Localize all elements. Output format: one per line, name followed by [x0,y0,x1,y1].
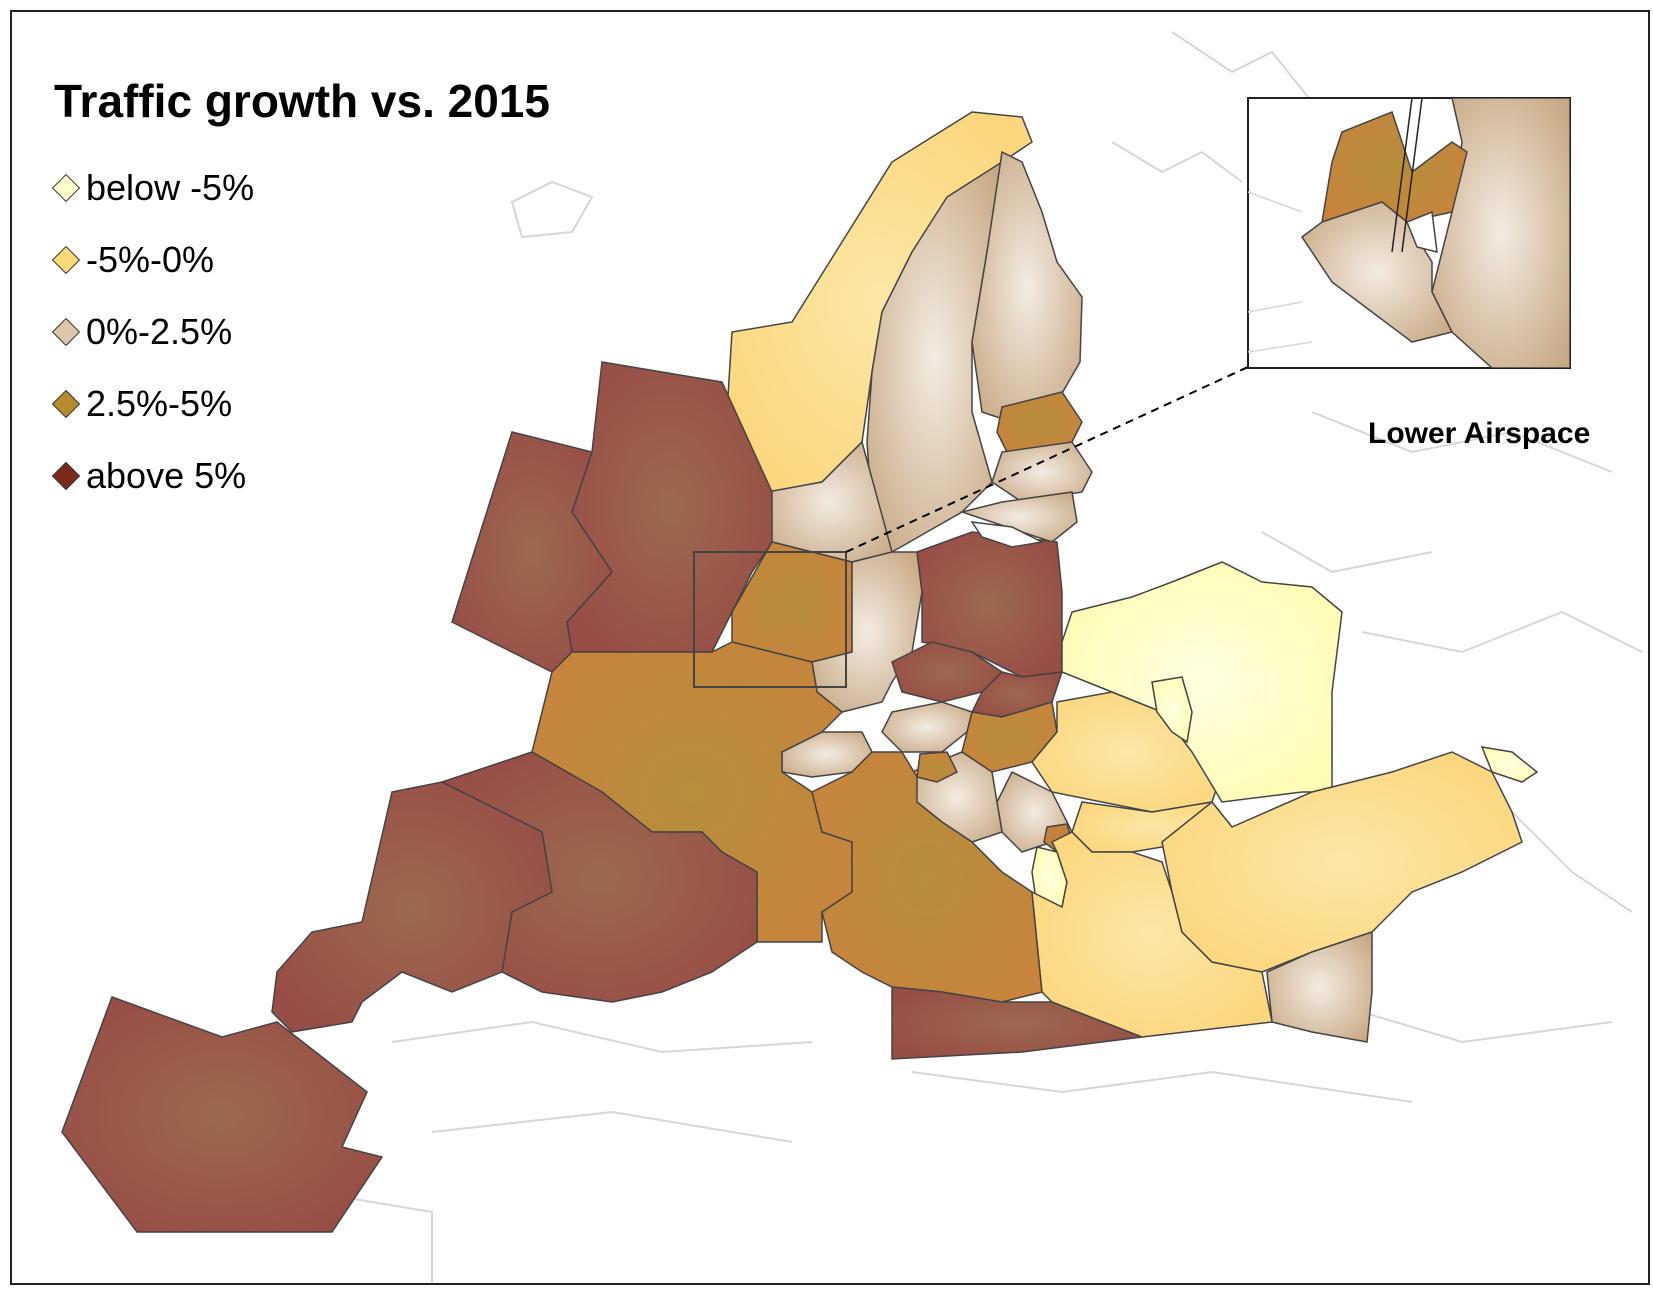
region-ireland [451,431,613,673]
region-norway [726,111,1033,493]
diamond-icon [51,317,81,347]
zoom-box [693,551,847,688]
legend-label: above 5% [86,455,247,496]
legend-item-above-5: above 5% [50,440,254,512]
region-slovenia [916,751,959,783]
inset-label: Lower Airspace [1368,417,1591,450]
region-finland [971,150,1083,423]
region-germany [811,551,923,713]
legend-item-0-2-5: 0%-2.5% [50,296,254,368]
diamond-icon [51,461,81,491]
legend-item-2-5-5: 2.5%-5% [50,368,254,440]
diamond-icon [51,389,81,419]
map-title: Traffic growth vs. 2015 [54,75,550,127]
legend-item-neg5-0: -5%-0% [50,224,254,296]
region-greece [1031,831,1273,1038]
region-armenia [1480,746,1539,783]
region-moldova [1151,676,1193,744]
region-cyprus [1266,930,1373,1043]
map-frame: Traffic growth vs. 2015 below -5% -5%-0%… [10,10,1650,1285]
background-coastlines [311,31,1643,1282]
legend-item-below-5: below -5% [50,152,254,224]
diamond-icon [51,245,81,275]
inset-connector [845,366,1249,553]
legend-label: 2.5%-5% [86,383,233,424]
region-latvia [991,441,1093,503]
region-kaliningrad [970,521,1045,548]
diamond-icon [51,173,81,203]
region-canarias [61,996,384,1233]
legend-label: below -5% [86,167,255,208]
lower-airspace-inset [1247,97,1571,369]
region-portugal [271,781,553,1033]
region-austria [881,701,973,753]
legend-label: 0%-2.5% [86,311,233,352]
legend-label: -5%-0% [86,239,215,280]
legend: below -5% -5%-0% 0%-2.5% 2.5%-5% above 5… [50,152,254,512]
region-turkey [1161,751,1523,973]
map-canvas [61,31,1643,1282]
airspace-regions [61,111,1539,1233]
